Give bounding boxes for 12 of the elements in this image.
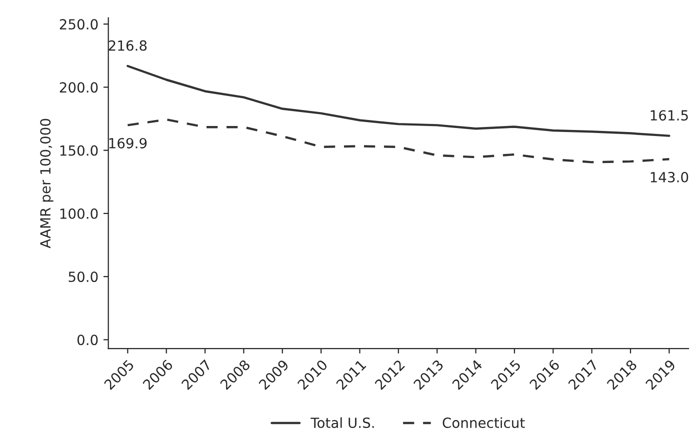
- data-label: 169.9: [109, 138, 147, 148]
- y-tick-label: 100.0: [60, 208, 98, 219]
- y-tick-label: 0.0: [77, 334, 98, 346]
- y-tick-label: 250.0: [60, 19, 98, 30]
- y-tick-label: 200.0: [60, 82, 98, 93]
- y-tick-label: 150.0: [60, 145, 98, 156]
- legend-label: Total U.S.: [310, 417, 374, 428]
- legend-label: Connecticut: [442, 417, 525, 428]
- y-axis-title: AAMR per 100,000: [40, 118, 54, 248]
- data-label: 161.5: [650, 110, 688, 121]
- data-label: 143.0: [650, 172, 688, 182]
- y-tick-label: 50.0: [68, 272, 98, 282]
